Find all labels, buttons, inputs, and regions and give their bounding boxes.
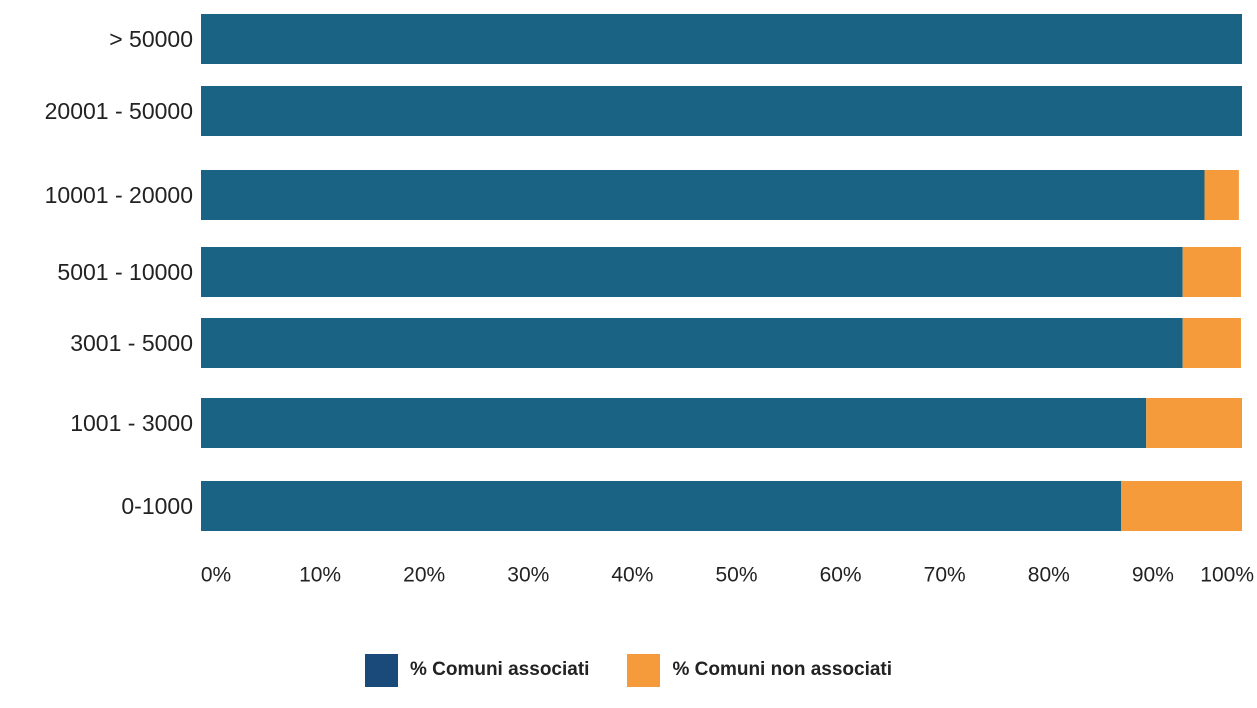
legend-item-associati: % Comuni associati bbox=[364, 653, 590, 687]
x-tick-label-5: 50% bbox=[715, 564, 757, 587]
bar-associati-10001-20000 bbox=[201, 170, 1205, 220]
x-tick-label-8: 80% bbox=[1028, 564, 1070, 587]
bar-non-associati-3001-5000 bbox=[1182, 318, 1241, 368]
x-tick-label-0: 0% bbox=[201, 564, 231, 587]
legend-item-non-associati: % Comuni non associati bbox=[627, 653, 893, 687]
category-label-0-1000: 0-1000 bbox=[121, 493, 193, 519]
legend: % Comuni associati % Comuni non associat… bbox=[0, 650, 1257, 690]
bar-non-associati-5001-10000 bbox=[1182, 247, 1241, 297]
x-tick-label-4: 40% bbox=[611, 564, 653, 587]
bar-associati-5001-10000 bbox=[201, 247, 1183, 297]
bars-layer bbox=[201, 14, 1242, 531]
bar-associati-3001-5000 bbox=[201, 318, 1183, 368]
x-tick-label-3: 30% bbox=[507, 564, 549, 587]
bar-non-associati-1001-3000 bbox=[1146, 398, 1242, 448]
category-label-1001-3000: 1001 - 3000 bbox=[70, 410, 193, 436]
bar-associati-0-1000 bbox=[201, 481, 1122, 531]
category-labels: > 50000 20001 - 50000 10001 - 20000 5001 - … bbox=[45, 26, 193, 519]
x-tick-label-9: 90% bbox=[1132, 564, 1174, 587]
legend-label-associati: % Comuni associati bbox=[409, 659, 590, 680]
bar-associati-50000 bbox=[201, 14, 1242, 64]
bar-non-associati-0-1000 bbox=[1121, 481, 1242, 531]
category-label-3001-5000: 3001 - 5000 bbox=[70, 330, 193, 356]
bar-non-associati-10001-20000 bbox=[1204, 170, 1239, 220]
bar-associati-20001-50000 bbox=[201, 86, 1242, 136]
category-label-5001-10000: 5001 - 10000 bbox=[57, 259, 193, 285]
x-tick-label-6: 60% bbox=[820, 564, 862, 587]
legend-swatch-associati bbox=[364, 653, 398, 687]
legend-label-non-associati: % Comuni non associati bbox=[672, 659, 893, 680]
x-tick-label-7: 70% bbox=[924, 564, 966, 587]
bar-associati-1001-3000 bbox=[201, 398, 1147, 448]
x-tick-label-10: 100% bbox=[1200, 564, 1254, 587]
category-label-10001-20000: 10001 - 20000 bbox=[45, 182, 193, 208]
category-label-20001-50000: 20001 - 50000 bbox=[45, 98, 193, 124]
x-tick-label-2: 20% bbox=[403, 564, 445, 587]
category-label-50000: > 50000 bbox=[109, 26, 193, 52]
x-axis-ticks: 0% 10% 20% 30% 40% 50% 60% 70% 80% 90% 100% bbox=[201, 564, 1254, 587]
x-tick-label-1: 10% bbox=[299, 564, 341, 587]
legend-swatch-non-associati bbox=[627, 653, 661, 687]
